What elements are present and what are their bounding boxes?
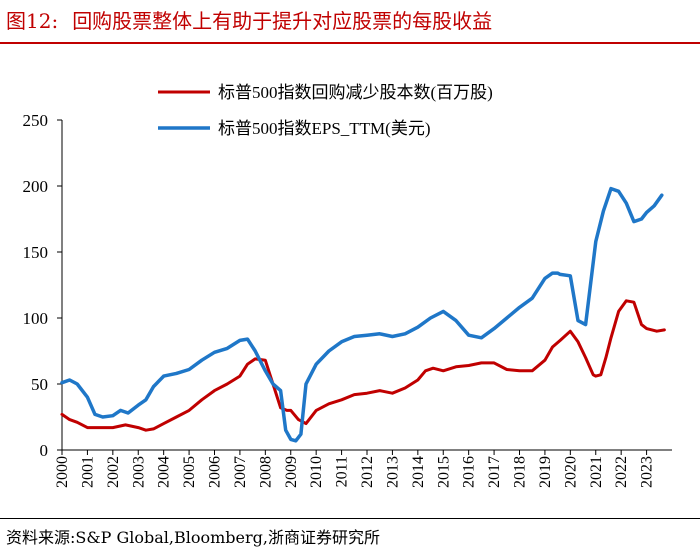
x-tick-label: 2006 <box>207 456 224 488</box>
figure-title: 图12: 回购股票整体上有助于提升对应股票的每股收益 <box>6 5 492 34</box>
y-tick-label: 0 <box>40 441 49 460</box>
x-tick-label: 2007 <box>232 456 249 488</box>
figure-title-text: 回购股票整体上有助于提升对应股票的每股收益 <box>72 9 493 33</box>
x-tick-label: 2016 <box>461 456 478 488</box>
x-tick-label: 2001 <box>79 456 96 488</box>
x-tick-label: 2004 <box>156 456 173 488</box>
y-tick-label: 200 <box>23 177 49 196</box>
x-tick-label: 2002 <box>105 456 122 488</box>
x-tick-label: 2019 <box>537 456 554 488</box>
x-tick-label: 2017 <box>486 456 503 488</box>
figure-number: 图12: <box>6 9 59 33</box>
x-tick-label: 2018 <box>512 456 529 488</box>
y-tick-label: 150 <box>23 243 49 262</box>
x-tick-label: 2011 <box>334 456 351 487</box>
buyback-shares-line <box>60 299 666 432</box>
y-tick-label: 50 <box>31 375 48 394</box>
x-tick-label: 2020 <box>562 456 579 488</box>
x-tick-label: 2021 <box>588 456 605 488</box>
x-tick-label: 2003 <box>130 456 147 488</box>
legend-label-buyback: 标普500指数回购减少股本数(百万股) <box>218 83 493 102</box>
y-tick-label: 250 <box>23 111 49 130</box>
x-tick-label: 2013 <box>384 456 401 488</box>
legend-label-eps: 标普500指数EPS_TTM(美元) <box>218 119 431 138</box>
eps-ttm-line <box>60 186 664 443</box>
source-note: 资料来源:S&P Global,Bloomberg,浙商证券研究所 <box>6 528 380 547</box>
x-tick-label: 2015 <box>435 456 452 488</box>
x-tick-label: 2008 <box>257 456 274 488</box>
x-tick-label: 2022 <box>613 456 630 488</box>
source-rule <box>0 518 700 519</box>
x-tick-label: 2000 <box>54 456 71 488</box>
title-rule <box>0 42 700 44</box>
x-tick-label: 2010 <box>308 456 325 488</box>
x-tick-label: 2023 <box>639 456 656 488</box>
x-tick-label: 2012 <box>359 456 376 488</box>
x-tick-label: 2009 <box>283 456 300 488</box>
x-tick-label: 2014 <box>410 456 427 488</box>
y-tick-label: 100 <box>23 309 49 328</box>
x-tick-label: 2005 <box>181 456 198 488</box>
